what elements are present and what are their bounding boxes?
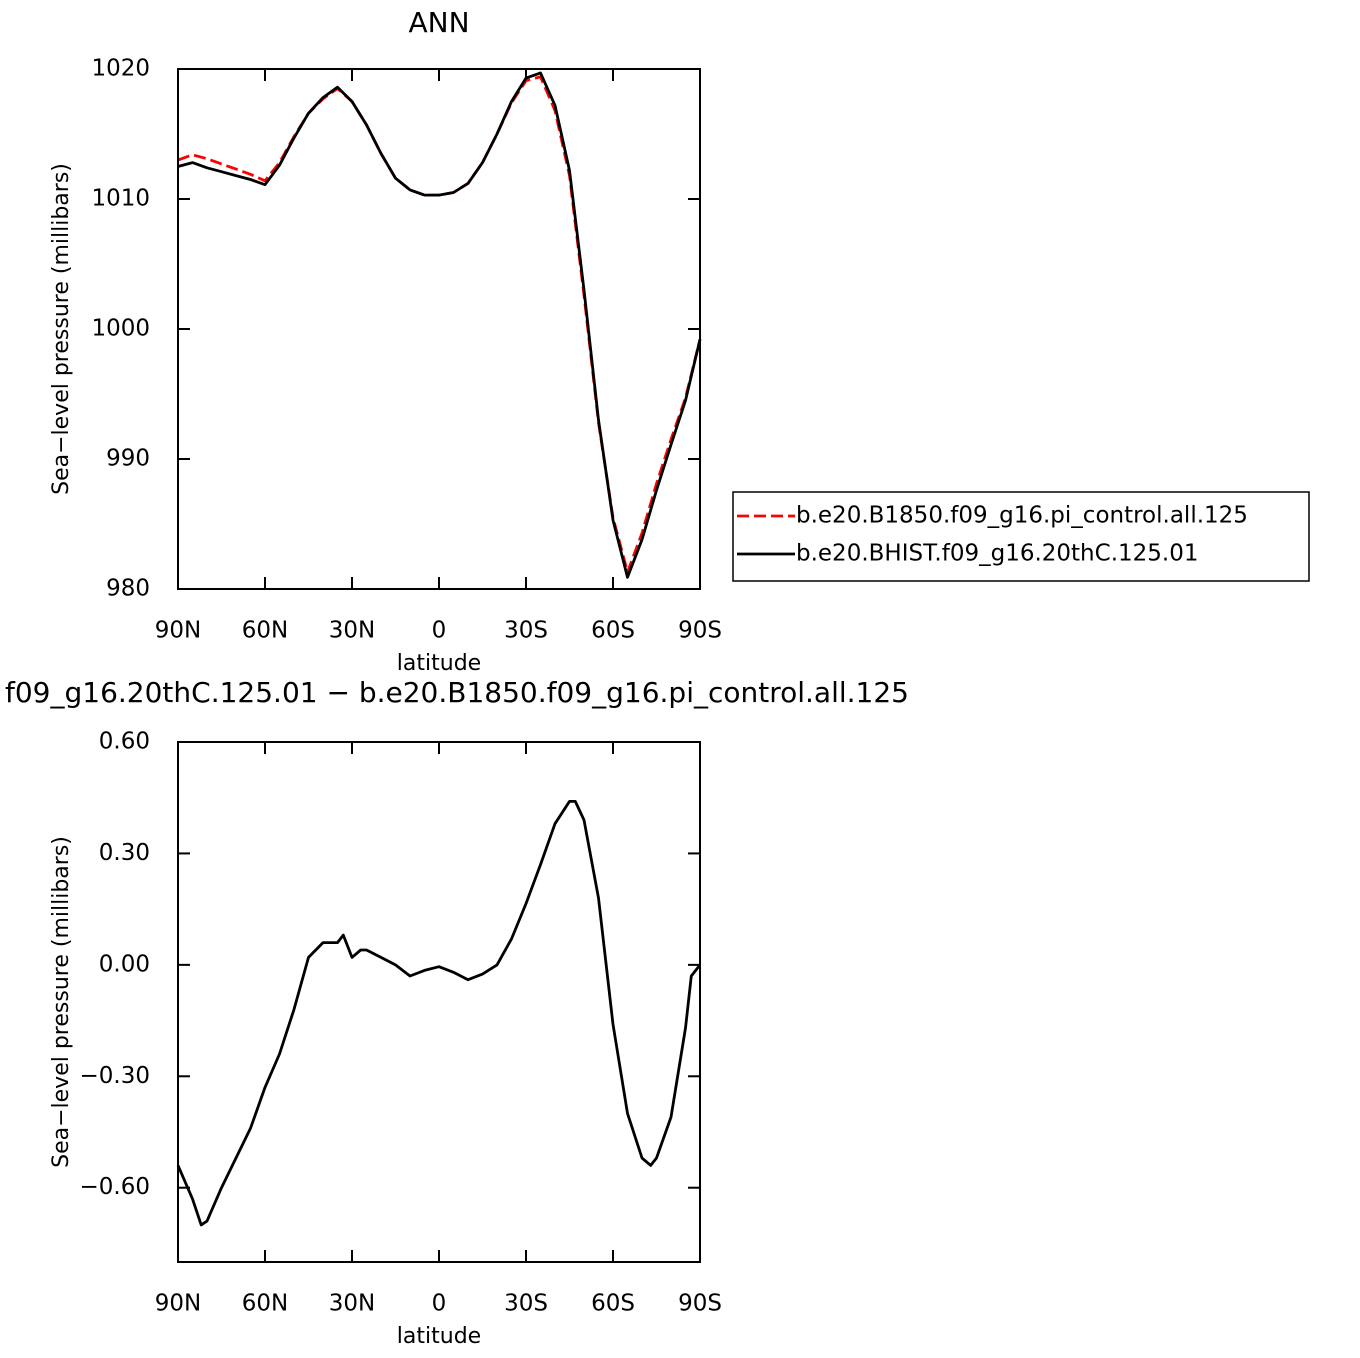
x-tick-label: 60S xyxy=(591,618,635,644)
y-tick-label: 0.00 xyxy=(99,951,150,977)
x-tick-label: 30N xyxy=(329,618,375,644)
data-line xyxy=(177,71,702,579)
x-axis-label: latitude xyxy=(397,651,481,676)
x-tick-label: 0 xyxy=(432,618,447,644)
x-tick-label: 30S xyxy=(504,1291,548,1317)
y-tick-label: −0.30 xyxy=(80,1063,150,1089)
data-line xyxy=(176,800,702,1227)
y-axis-label: Sea−level pressure (millibars) xyxy=(49,836,74,1168)
y-tick-label: 990 xyxy=(106,446,150,472)
x-tick-label: 60N xyxy=(242,618,288,644)
x-tick-label: 90S xyxy=(678,618,722,644)
legend-box xyxy=(732,491,1310,582)
y-tick-label: 0.60 xyxy=(99,729,150,755)
y-tick-label: −0.60 xyxy=(80,1174,150,1200)
x-tick-label: 60N xyxy=(242,1291,288,1317)
y-axis-label: Sea−level pressure (millibars) xyxy=(49,163,74,495)
x-axis-label: latitude xyxy=(397,1324,481,1349)
x-tick-label: 30S xyxy=(504,618,548,644)
legend-label: b.e20.B1850.f09_g16.pi_control.all.125 xyxy=(796,503,1248,529)
x-tick-label: 90N xyxy=(155,1291,201,1317)
chart-title: ANN xyxy=(408,6,469,39)
x-tick-label: 60S xyxy=(591,1291,635,1317)
plot-frame xyxy=(177,741,701,1263)
y-tick-label: 0.30 xyxy=(99,840,150,866)
x-tick-label: 90N xyxy=(155,618,201,644)
chart-title: f09_g16.20thC.125.01 − b.e20.B1850.f09_g… xyxy=(5,676,909,709)
legend-label: b.e20.BHIST.f09_g16.20thC.125.01 xyxy=(796,541,1198,567)
x-tick-label: 90S xyxy=(678,1291,722,1317)
y-tick-label: 980 xyxy=(106,576,150,602)
plot-frame xyxy=(177,68,701,590)
x-tick-label: 0 xyxy=(432,1291,447,1317)
y-tick-label: 1020 xyxy=(91,56,150,82)
y-tick-label: 1010 xyxy=(91,186,150,212)
x-tick-label: 30N xyxy=(329,1291,375,1317)
y-tick-label: 1000 xyxy=(91,316,150,342)
data-line xyxy=(177,75,702,574)
